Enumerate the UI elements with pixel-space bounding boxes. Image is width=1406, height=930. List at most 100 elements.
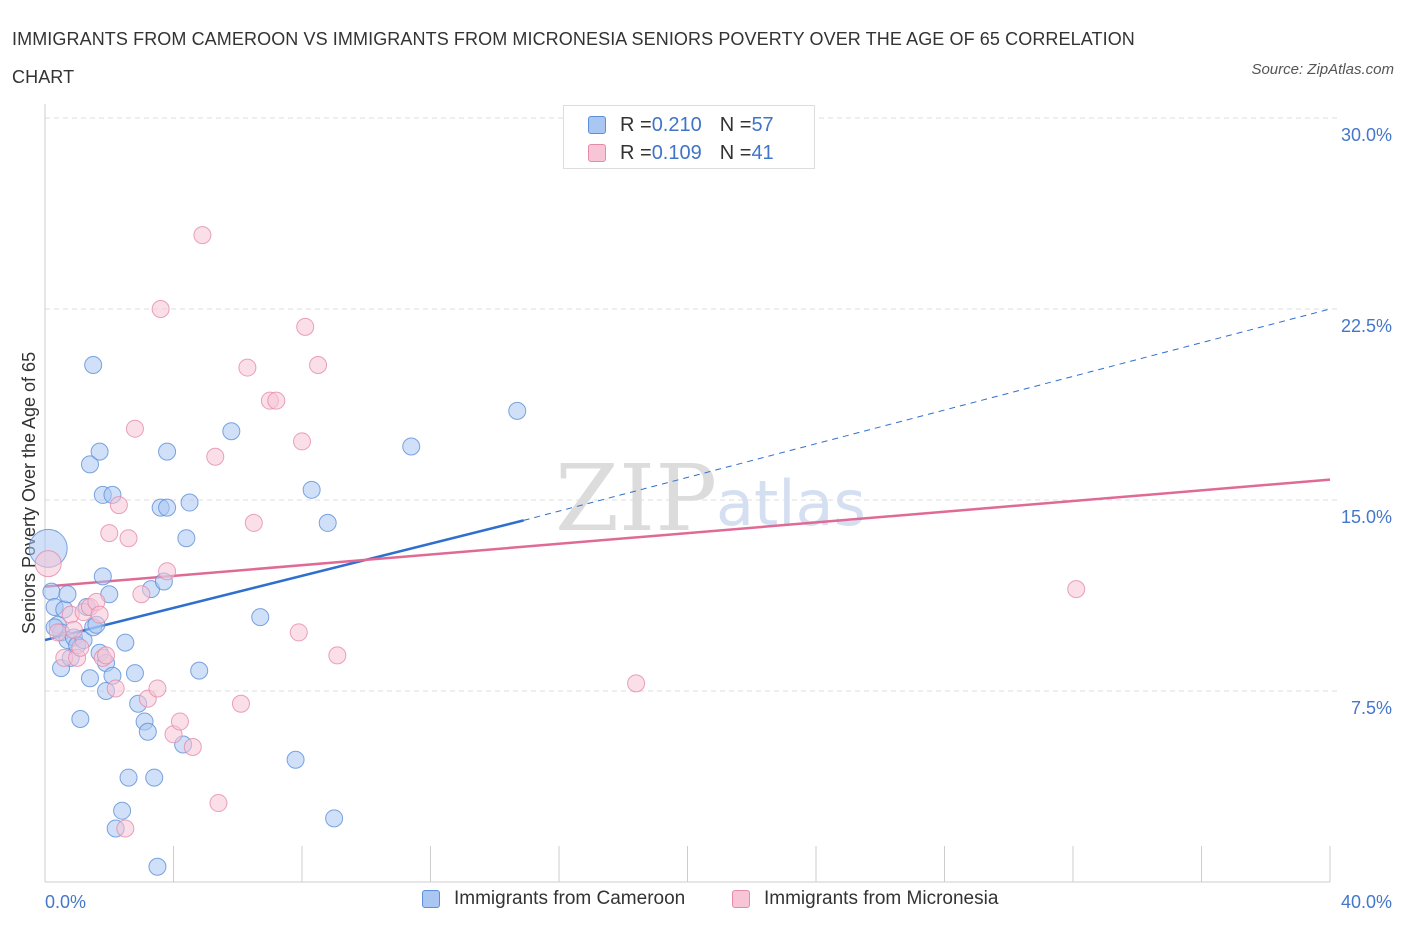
x-tick-label: 40.0% xyxy=(1341,892,1392,912)
micronesia-point xyxy=(119,529,138,548)
r-label: R = xyxy=(620,113,652,136)
cameroon-point xyxy=(508,401,527,420)
source-label: Source: ZipAtlas.com xyxy=(1251,61,1394,78)
micronesia-trend-line xyxy=(44,478,1331,588)
y-axis-label: Seniors Poverty Over the Age of 65 xyxy=(19,352,39,634)
legend-swatch-micronesia xyxy=(732,890,750,908)
cameroon-point xyxy=(119,768,138,787)
x-tick-labels: 0.0% 40.0% xyxy=(45,892,1392,912)
n-label: N = xyxy=(719,141,752,164)
micronesia-point xyxy=(209,794,228,813)
micronesia-point xyxy=(148,679,167,698)
y-tick-label: 7.5% xyxy=(1351,698,1392,718)
micronesia-point xyxy=(238,358,257,377)
r-value: 0.210 xyxy=(651,113,702,136)
cameroon-point xyxy=(318,513,337,532)
micronesia-point xyxy=(64,620,83,639)
cameroon-point xyxy=(158,442,177,461)
y-tick-label: 22.5% xyxy=(1341,316,1392,336)
micronesia-point xyxy=(170,712,189,731)
cameroon-point xyxy=(84,356,103,375)
cameroon-point xyxy=(158,498,177,517)
micronesia-point xyxy=(627,674,646,693)
r-label: R = xyxy=(620,141,652,164)
n-label: N = xyxy=(719,113,752,136)
micronesia-point xyxy=(151,300,170,318)
cameroon-point xyxy=(113,801,132,820)
cameroon-point xyxy=(251,608,270,627)
y-tick-labels: 7.5% 15.0% 22.5% 30.0% xyxy=(1341,125,1392,718)
y-tick-label: 30.0% xyxy=(1341,125,1392,145)
legend-swatch-cameroon xyxy=(588,116,606,134)
correlation-legend: R = 0.210 N = 57 R = 0.109 N = 41 xyxy=(563,105,815,169)
x-tick-label: 0.0% xyxy=(45,892,86,912)
watermark: ZIP atlas xyxy=(555,445,866,552)
micronesia-point xyxy=(158,562,177,581)
micronesia-point xyxy=(116,819,135,838)
micronesia-point xyxy=(34,550,62,578)
legend-swatch-micronesia xyxy=(588,144,606,162)
series-legend: Immigrants from Cameroon Immigrants from… xyxy=(0,888,1406,916)
cameroon-point xyxy=(138,722,157,741)
cameroon-point xyxy=(402,437,421,456)
micronesia-point xyxy=(125,419,144,438)
legend-swatch-cameroon xyxy=(422,890,440,908)
cameroon-point xyxy=(145,768,164,787)
micronesia-point xyxy=(132,585,151,604)
micronesia-point xyxy=(309,356,328,375)
cameroon-point xyxy=(177,529,196,548)
cameroon-point xyxy=(325,809,344,828)
micronesia-point xyxy=(206,447,225,466)
cameroon-point xyxy=(190,661,209,680)
cameroon-trend-line xyxy=(44,519,524,642)
cameroon-point xyxy=(71,710,90,729)
cameroon-point xyxy=(90,442,109,461)
micronesia-point xyxy=(1067,580,1086,599)
cameroon-point xyxy=(116,633,135,652)
cameroon-point xyxy=(80,669,99,688)
cameroon-point xyxy=(125,664,144,683)
svg-text:ZIP: ZIP xyxy=(555,445,717,552)
legend-row-micronesia: R = 0.109 N = 41 xyxy=(588,141,774,165)
chart-title: IMMIGRANTS FROM CAMEROON VS IMMIGRANTS F… xyxy=(12,29,1135,87)
legend-row-cameroon: R = 0.210 N = 57 xyxy=(588,113,774,137)
legend-label-micronesia: Immigrants from Micronesia xyxy=(764,888,999,909)
cameroon-point xyxy=(93,567,112,586)
axes xyxy=(44,104,1331,883)
data-points xyxy=(28,226,1086,876)
micronesia-point xyxy=(293,432,311,451)
micronesia-point xyxy=(296,317,315,336)
micronesia-point xyxy=(71,638,90,657)
micronesia-point xyxy=(100,524,119,543)
cameroon-point xyxy=(222,422,241,441)
n-value: 41 xyxy=(751,141,774,164)
cameroon-point xyxy=(286,750,305,769)
cameroon-point xyxy=(58,585,77,604)
micronesia-point xyxy=(193,226,212,245)
micronesia-point xyxy=(244,513,263,532)
legend-item-cameroon[interactable]: Immigrants from Cameroon xyxy=(422,888,685,910)
micronesia-point xyxy=(48,623,67,642)
micronesia-point xyxy=(267,391,286,410)
y-tick-label: 15.0% xyxy=(1341,507,1392,527)
micronesia-point xyxy=(106,679,125,698)
micronesia-point xyxy=(183,738,202,757)
cameroon-point xyxy=(180,493,199,512)
cameroon-point xyxy=(80,455,99,474)
micronesia-point xyxy=(328,646,347,665)
trend-lines xyxy=(44,308,1331,642)
cameroon-trend-extension xyxy=(523,308,1331,521)
gridlines xyxy=(45,117,1340,692)
micronesia-point xyxy=(90,605,109,624)
cameroon-point xyxy=(302,480,321,499)
legend-item-micronesia[interactable]: Immigrants from Micronesia xyxy=(732,888,998,910)
cameroon-point xyxy=(148,857,167,876)
micronesia-point xyxy=(97,646,116,665)
n-value: 57 xyxy=(751,113,774,136)
micronesia-point xyxy=(109,496,128,515)
cameroon-point xyxy=(42,582,61,601)
micronesia-point xyxy=(289,623,308,642)
micronesia-point xyxy=(231,694,250,713)
legend-label-cameroon: Immigrants from Cameroon xyxy=(454,888,686,909)
